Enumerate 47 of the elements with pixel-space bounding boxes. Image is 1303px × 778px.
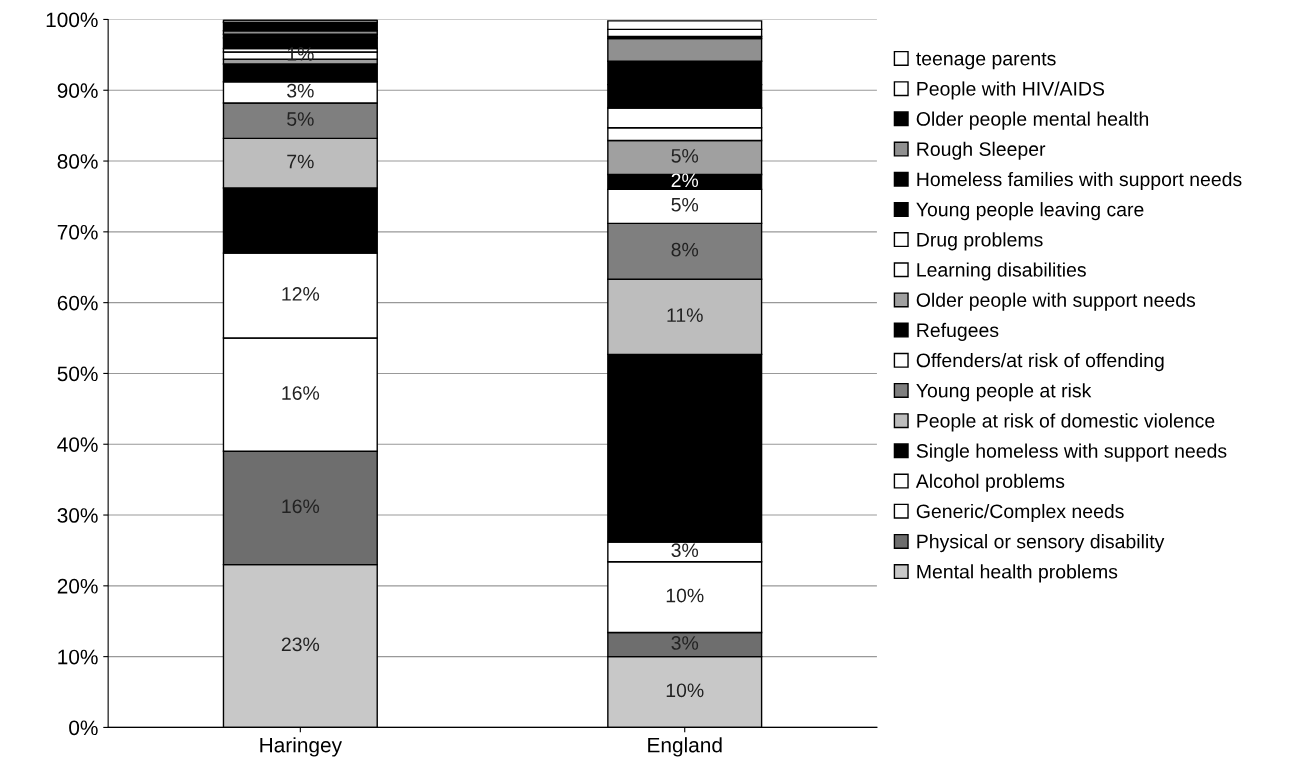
legend-label: Homeless families with support needs	[917, 171, 1242, 191]
data-label: 3%	[671, 636, 699, 650]
legend-label: Single homeless with support needs	[916, 443, 1227, 462]
data-label: 11%	[667, 308, 703, 322]
legend-label: People with HIV/AIDS	[917, 81, 1105, 100]
legend-label: Mental health problems	[917, 564, 1118, 583]
x-tick-label: Haringey	[260, 737, 342, 757]
legend-label: Older people with support needs	[916, 292, 1196, 311]
legend-label: Offenders/at risk of offending	[916, 353, 1164, 372]
y-tick-label: 0%	[69, 720, 98, 736]
legend-label: Young people leaving care	[916, 202, 1144, 221]
legend-label: Learning disabilities	[917, 262, 1086, 281]
data-label: 10%	[666, 683, 704, 698]
legend-label: Refugees	[917, 322, 999, 341]
legend-label: teenage parents	[916, 52, 1056, 70]
data-label: 10%	[666, 588, 704, 603]
data-label: 12%	[282, 287, 320, 301]
y-tick-label: 30%	[57, 508, 98, 523]
legend-label: Young people at risk	[916, 383, 1092, 402]
legend-label: Generic/Complex needs	[916, 503, 1124, 523]
data-label: 5%	[671, 197, 699, 212]
data-label: 2%	[671, 173, 699, 188]
y-tick-label: 50%	[57, 366, 98, 382]
legend-label: Older people mental health	[916, 111, 1149, 130]
data-label: 16%	[282, 386, 320, 400]
data-label: 16%	[282, 499, 320, 514]
y-tick-label: 80%	[57, 154, 98, 169]
y-tick-label: 40%	[57, 437, 98, 452]
legend-label: Alcohol problems	[915, 473, 1065, 492]
data-label: 5%	[287, 112, 314, 126]
legend-label: Rough Sleeper	[917, 141, 1046, 160]
data-label: 7%	[287, 154, 314, 169]
data-label: 3%	[671, 543, 699, 558]
data-label: 3%	[287, 83, 314, 98]
data-label: 8%	[671, 242, 699, 257]
y-tick-label: 20%	[57, 578, 98, 594]
y-tick-label: 60%	[57, 295, 98, 311]
x-tick-label: England	[648, 737, 722, 757]
legend-label: Drug problems	[917, 232, 1043, 251]
y-tick-label: 70%	[57, 224, 98, 240]
legend-label: People at risk of domestic violence	[917, 413, 1215, 432]
y-tick-label: 10%	[58, 649, 98, 665]
y-tick-label: 100%	[46, 12, 98, 28]
data-label: 23%	[281, 637, 320, 652]
data-label: 5%	[671, 149, 699, 163]
y-tick-label: 90%	[57, 83, 98, 98]
legend-label: Physical or sensory disability	[917, 534, 1165, 553]
